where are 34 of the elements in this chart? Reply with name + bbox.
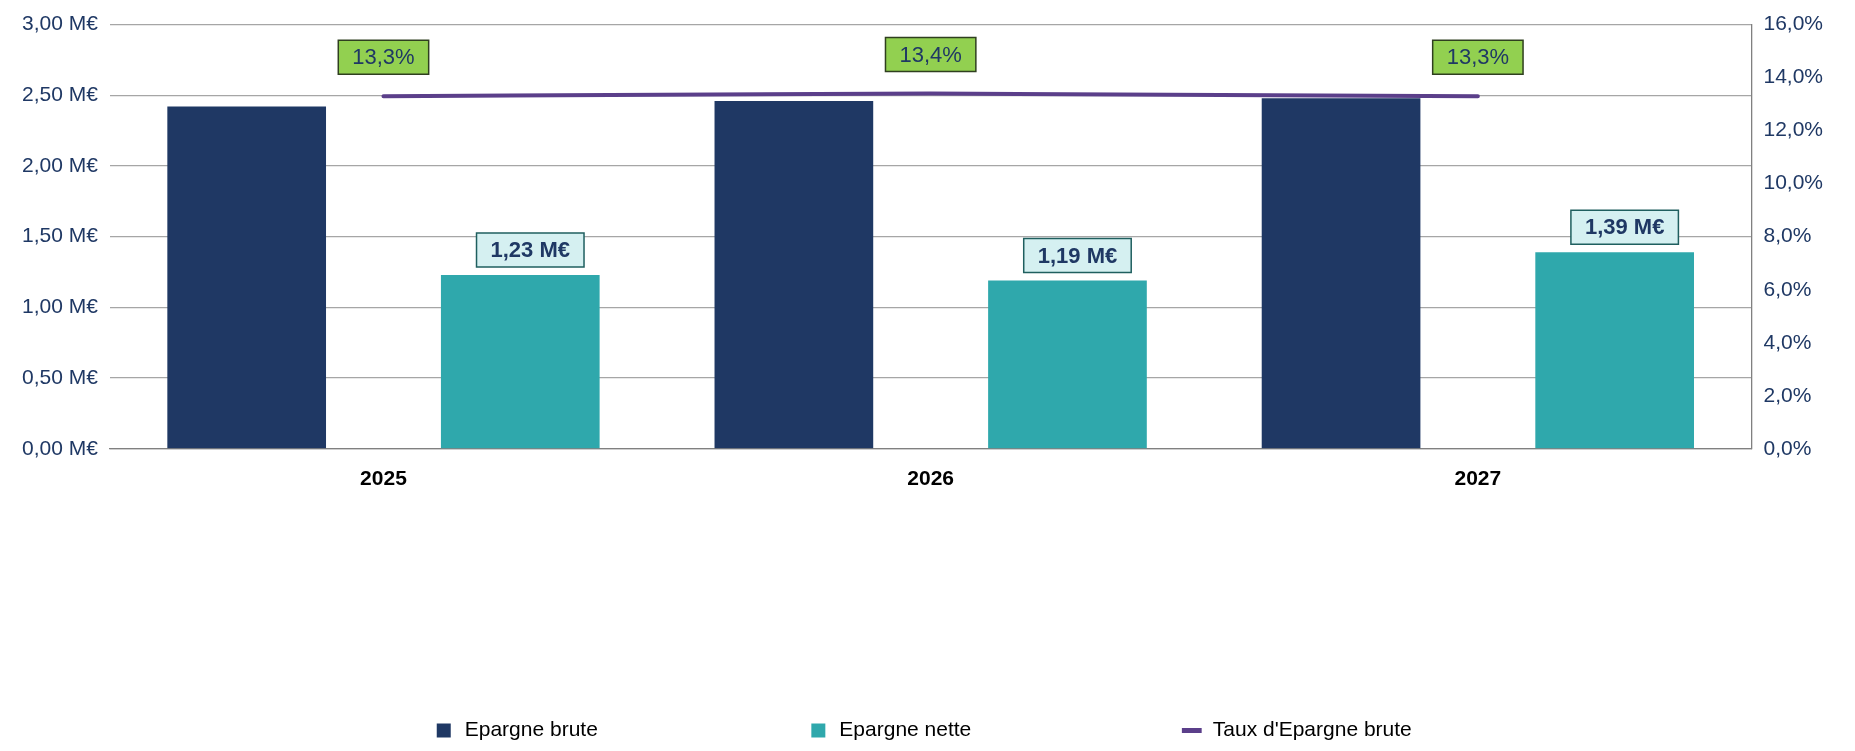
x-tick-label: 2026: [907, 466, 955, 490]
x-tick-label: 2027: [1454, 466, 1502, 490]
y2-tick-label: 16,0%: [1763, 11, 1823, 35]
bar: [1535, 252, 1694, 449]
bar: [440, 274, 600, 449]
y-tick-label: 0,50 M€: [21, 364, 99, 388]
data-label: 13,3%: [352, 44, 415, 70]
y2-tick-label: 12,0%: [1763, 117, 1823, 141]
bar: [988, 280, 1147, 449]
y2-tick-label: 6,0%: [1763, 276, 1812, 300]
y2-tick-label: 2,0%: [1763, 382, 1812, 406]
data-label: 1,23 M€: [490, 236, 571, 262]
legend-label: Taux d'Epargne brute: [1212, 717, 1412, 741]
data-label: 1,19 M€: [1037, 242, 1118, 268]
data-label: 1,39 M€: [1584, 214, 1665, 240]
y-tick-label: 3,00 M€: [21, 11, 99, 35]
y2-tick-label: 0,0%: [1763, 435, 1812, 459]
y2-tick-label: 14,0%: [1763, 64, 1823, 88]
data-label: 13,4%: [899, 41, 962, 67]
legend-label: Epargne brute: [464, 717, 598, 741]
y-tick-label: 0,00 M€: [21, 435, 99, 459]
bar: [167, 106, 327, 449]
bar: [1261, 98, 1421, 449]
y2-tick-label: 4,0%: [1763, 329, 1812, 353]
legend-label: Epargne nette: [839, 717, 972, 741]
y-tick-label: 1,50 M€: [21, 223, 99, 247]
bar: [714, 100, 874, 449]
y-tick-label: 2,00 M€: [21, 152, 99, 176]
x-tick-label: 2025: [360, 466, 408, 490]
y2-tick-label: 10,0%: [1763, 170, 1823, 194]
y-tick-label: 2,50 M€: [21, 82, 99, 106]
y2-tick-label: 8,0%: [1763, 223, 1812, 247]
y-tick-label: 1,00 M€: [21, 294, 99, 318]
data-label: 13,3%: [1446, 44, 1510, 70]
